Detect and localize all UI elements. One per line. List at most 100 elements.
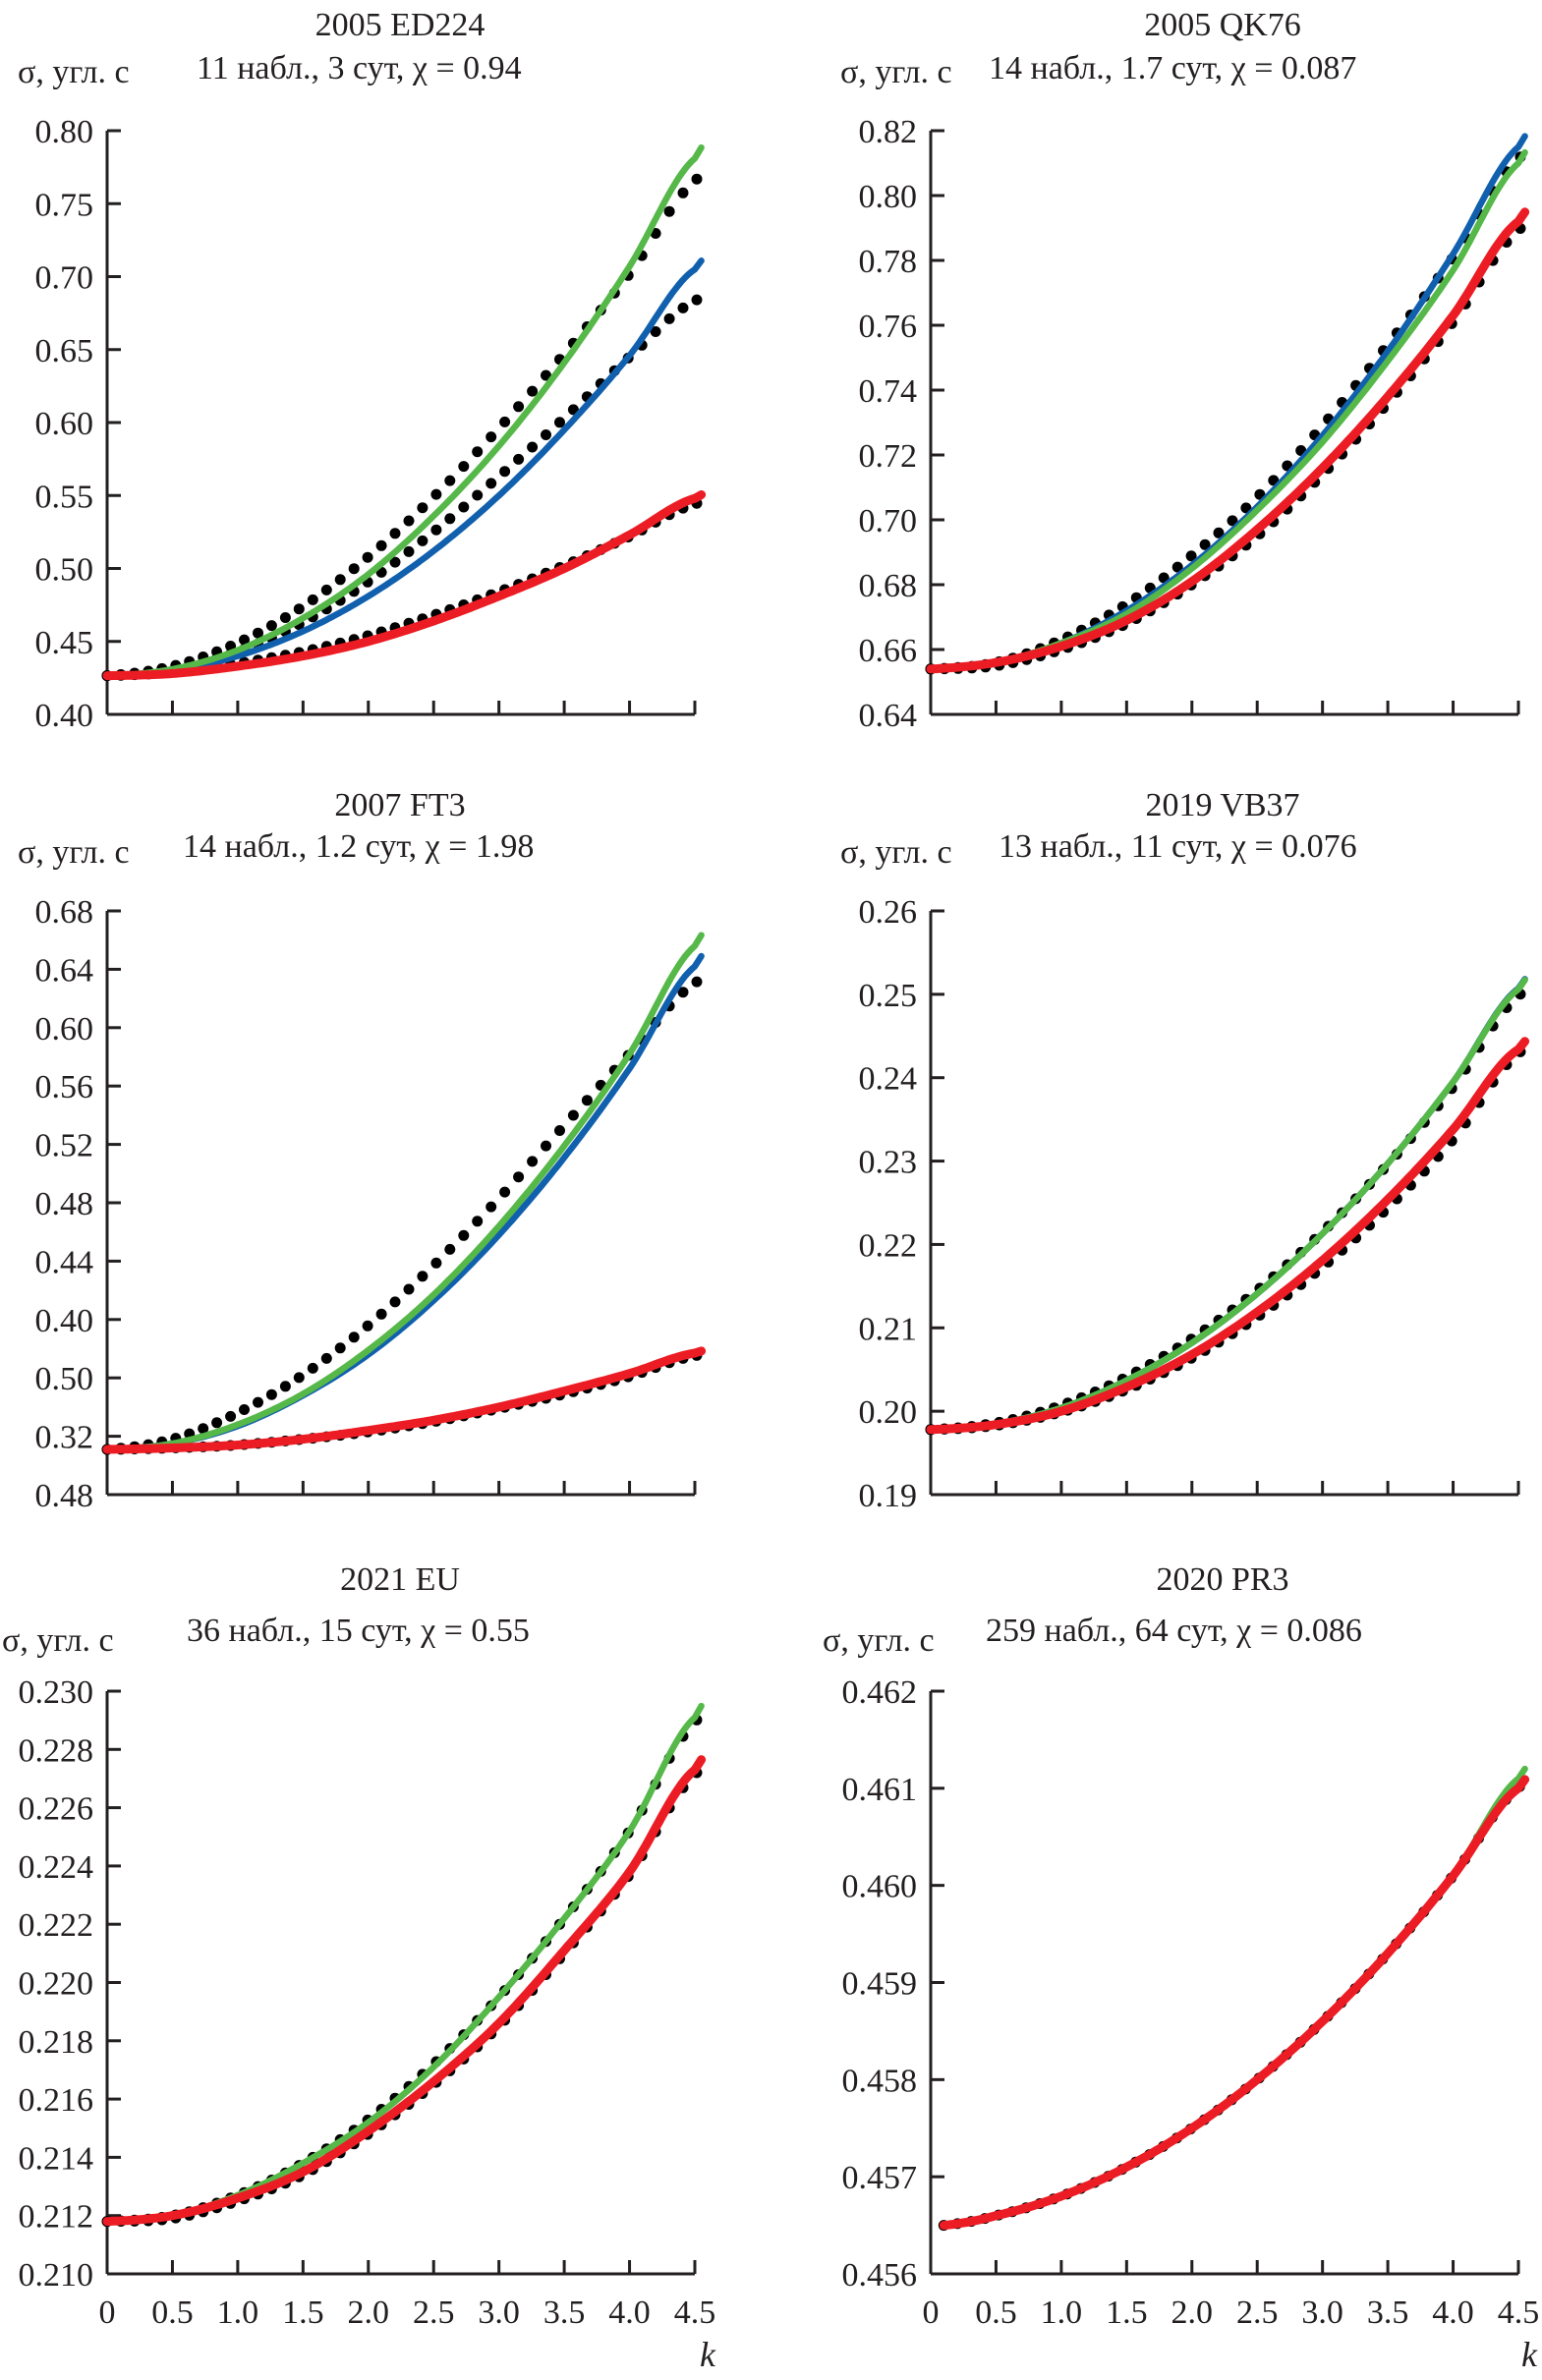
panel-title: 2005 ED224 (315, 7, 485, 43)
data-point (1227, 515, 1238, 527)
data-point (527, 441, 539, 453)
data-point (541, 429, 551, 440)
data-point (499, 466, 511, 478)
y-tick-label: 0.65 (35, 333, 94, 369)
x-tick-label: 0 (99, 2295, 116, 2331)
x-tick-label: 3.0 (1301, 2295, 1343, 2331)
y-tick-label: 0.48 (35, 1186, 94, 1222)
y-tick-label: 0.462 (842, 1674, 918, 1711)
y-tick-label: 0.52 (35, 1128, 94, 1164)
data-point (293, 1372, 305, 1384)
y-tick-label: 0.68 (35, 894, 94, 931)
panel-2007-ft3: 2007 FT3 σ, угл. с 14 набл., 1.2 сут, χ … (18, 787, 707, 1514)
y-tick-label: 0.26 (859, 894, 918, 931)
y-tick-label: 0.64 (859, 698, 918, 734)
x-axis-label: k (700, 2335, 716, 2374)
series-dots (101, 497, 703, 682)
data-point (444, 475, 456, 486)
y-tick-label: 0.70 (35, 260, 94, 297)
panel-2020-pr3: 2020 PR3 σ, угл. с 259 набл., 64 сут, χ … (823, 1561, 1539, 2374)
data-point (1240, 502, 1252, 514)
y-tick-label: 0.230 (19, 1674, 94, 1711)
data-point (567, 1109, 579, 1121)
y-tick-label: 0.218 (19, 2024, 94, 2061)
y-tick-label: 0.66 (859, 633, 918, 669)
y-tick-label: 0.55 (35, 479, 94, 515)
data-point (307, 1362, 318, 1374)
series-line-blue (103, 257, 705, 679)
data-point (430, 488, 442, 500)
data-point (513, 1171, 525, 1183)
panel-subtitle: 13 набл., 11 сут, χ = 0.076 (999, 828, 1357, 865)
data-point (677, 187, 689, 198)
series-dots (101, 173, 703, 682)
series-line-green (103, 932, 705, 1453)
panel-title: 2021 EU (340, 1561, 460, 1598)
data-point (691, 294, 703, 306)
panel-title: 2007 FT3 (334, 787, 465, 823)
data-point (1213, 527, 1225, 538)
y-tick-label: 0.72 (859, 438, 918, 475)
y-tick-label: 0.80 (859, 179, 918, 215)
data-point (403, 1283, 415, 1295)
y-tick-label: 0.76 (859, 309, 918, 345)
data-point (1199, 538, 1211, 550)
data-point (430, 1257, 442, 1269)
data-point (253, 627, 263, 639)
y-tick-label: 0.75 (35, 187, 94, 223)
data-point (677, 302, 689, 313)
data-point (417, 502, 428, 514)
data-point (430, 524, 442, 536)
data-point (485, 1201, 497, 1213)
y-tick-label: 0.212 (19, 2199, 94, 2236)
series-line-green (927, 148, 1528, 673)
data-point (677, 987, 689, 998)
x-tick-label: 2.0 (348, 2295, 390, 2331)
series-line-red (102, 1346, 707, 1454)
x-tick-label: 1.0 (217, 2295, 259, 2331)
data-point (541, 369, 551, 381)
y-tick-label: 0.82 (859, 114, 918, 150)
y-tick-label: 0.23 (859, 1145, 918, 1181)
y-tick-label: 0.40 (35, 1303, 94, 1339)
data-point (348, 563, 360, 575)
y-tick-label: 0.24 (859, 1061, 918, 1098)
series-line-green (103, 1702, 705, 2225)
y-tick-label: 0.70 (859, 503, 918, 539)
series-dots (101, 294, 703, 682)
y-tick-label: 0.50 (35, 552, 94, 589)
data-point (663, 205, 675, 217)
data-point (472, 1216, 484, 1227)
panel-subtitle: 11 набл., 3 сут, χ = 0.94 (197, 50, 522, 86)
x-tick-label: 2.5 (1236, 2295, 1279, 2331)
y-axis-label: σ, угл. с (840, 834, 952, 871)
y-tick-label: 0.459 (842, 1966, 918, 2003)
data-point (307, 594, 318, 605)
data-point (334, 574, 346, 586)
data-point (375, 1308, 387, 1320)
y-tick-label: 0.56 (35, 1069, 94, 1105)
data-point (320, 584, 332, 595)
panel-title: 2005 QK76 (1144, 7, 1301, 43)
panel-title: 2019 VB37 (1145, 787, 1299, 823)
data-point (375, 539, 387, 551)
y-tick-label: 0.40 (35, 698, 94, 734)
y-tick-label: 0.45 (35, 625, 94, 661)
data-point (581, 1095, 593, 1106)
data-point (403, 545, 415, 557)
data-point (458, 501, 470, 513)
y-tick-label: 0.226 (19, 1791, 94, 1828)
series-dots (101, 1714, 703, 2228)
data-point (265, 1388, 277, 1400)
series-line-blue (927, 976, 1528, 1434)
x-tick-label: 1.0 (1041, 2295, 1083, 2331)
data-point (348, 1332, 360, 1343)
x-tick-label: 0 (923, 2295, 940, 2331)
series-line-red (102, 1755, 707, 2227)
panel-2005-ed224: 2005 ED224 σ, угл. с 11 набл., 3 сут, χ … (18, 7, 707, 734)
data-point (499, 1186, 511, 1198)
data-point (541, 1140, 551, 1152)
panel-subtitle: 259 набл., 64 сут, χ = 0.086 (986, 1613, 1362, 1649)
y-tick-label: 0.214 (19, 2140, 94, 2177)
